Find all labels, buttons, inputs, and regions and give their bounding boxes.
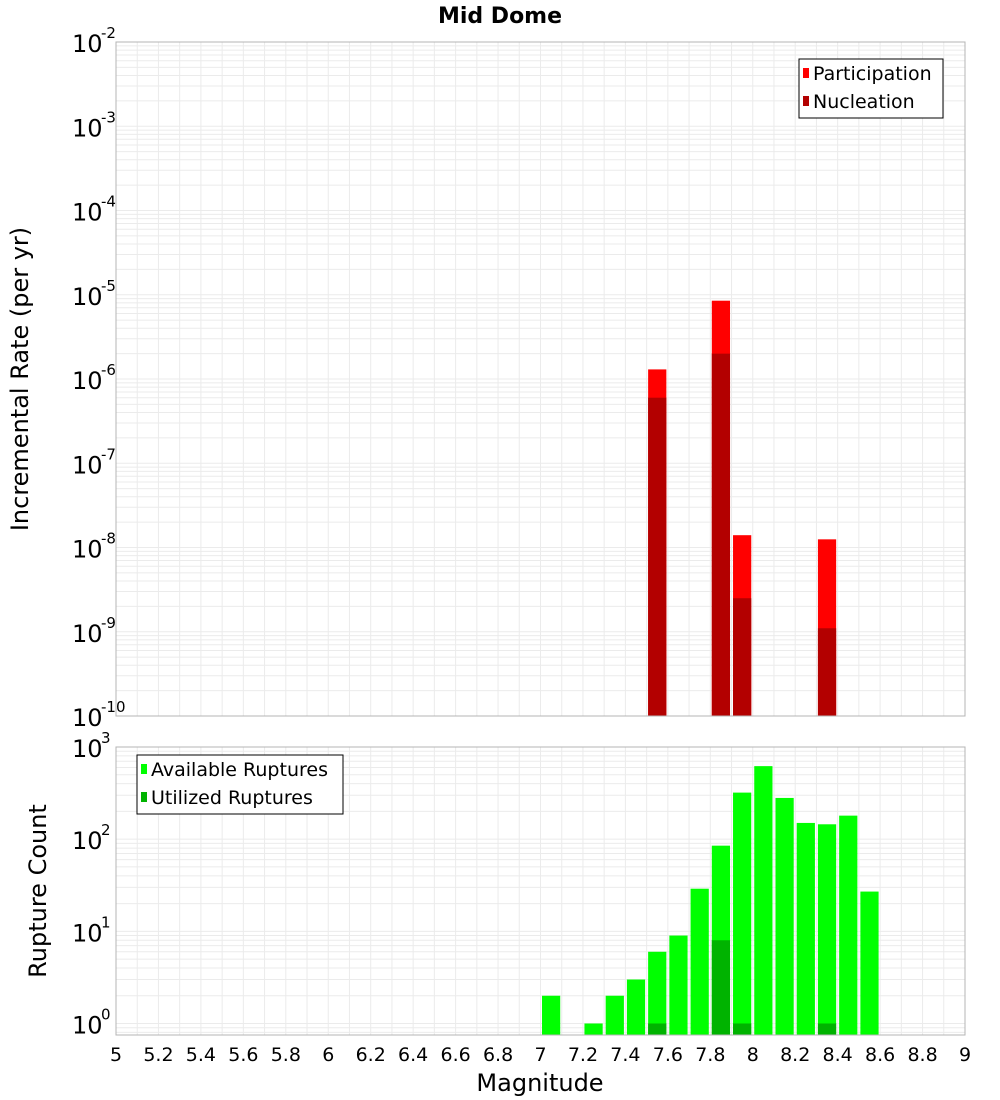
count-bar-available-ruptures	[584, 1023, 603, 1035]
legend-label: Nucleation	[813, 91, 915, 113]
rate-y-tick-label: 10	[72, 620, 103, 648]
count-bar-available-ruptures	[626, 979, 646, 1035]
x-tick-label: 8.2	[780, 1044, 810, 1066]
legend-swatch	[141, 764, 147, 774]
rate-bar-nucleation	[711, 353, 731, 716]
rate-y-tick-label: 10	[72, 451, 103, 479]
count-y-tick-label: 10	[72, 919, 103, 947]
rate-y-tick-exponent: -5	[101, 277, 116, 295]
rate-y-tick-label: 10	[72, 367, 103, 395]
count-bar-utilized-ruptures	[817, 1023, 837, 1035]
rate-legend: Participation Nucleation	[798, 58, 944, 119]
rate-y-tick-exponent: -8	[101, 530, 116, 548]
rate-bar-nucleation	[817, 628, 837, 716]
legend-swatch	[803, 96, 809, 106]
rate-y-tick-label: 10	[72, 30, 103, 58]
count-bar-available-ruptures	[648, 951, 667, 1035]
rate-y-axis-label: Incremental Rate (per yr)	[6, 227, 34, 531]
count-y-axis-label: Rupture Count	[24, 804, 52, 978]
count-legend: Available Ruptures Utilized Ruptures	[136, 754, 344, 815]
x-tick-label: 8.8	[907, 1044, 937, 1066]
count-y-tick-label: 10	[72, 1011, 103, 1039]
x-tick-label: 7.8	[695, 1044, 725, 1066]
count-bar-available-ruptures	[839, 815, 858, 1035]
count-bar-utilized-ruptures	[648, 1023, 667, 1035]
count-y-tick-label: 10	[72, 735, 103, 763]
x-tick-label: 5	[110, 1044, 122, 1066]
x-tick-label: 7	[534, 1044, 546, 1066]
rate-y-tick-exponent: -7	[101, 445, 116, 463]
count-bar-available-ruptures	[860, 891, 879, 1035]
count-bar-available-ruptures	[775, 797, 794, 1035]
count-bar-utilized-ruptures	[711, 940, 731, 1035]
x-tick-label: 6.4	[398, 1044, 428, 1066]
rate-y-tick-label: 10	[72, 704, 103, 732]
count-y-tick-exponent: 0	[101, 1005, 111, 1023]
count-bar-available-ruptures	[605, 995, 624, 1035]
legend-label: Participation	[813, 63, 932, 85]
x-tick-label: 7.2	[568, 1044, 598, 1066]
rate-plot-frame	[115, 41, 966, 717]
rate-y-tick-label: 10	[72, 536, 103, 564]
count-bar-available-ruptures	[690, 888, 709, 1035]
x-tick-label: 6	[322, 1044, 334, 1066]
rate-panel: 10-210-310-410-510-610-710-810-910-10Inc…	[6, 4, 966, 732]
count-bar-utilized-ruptures	[733, 1023, 752, 1035]
rate-y-tick-exponent: -2	[101, 24, 116, 42]
chart-title: Mid Dome	[438, 4, 562, 29]
count-y-tick-exponent: 1	[101, 913, 111, 931]
x-tick-label: 5.2	[143, 1044, 173, 1066]
x-tick-label: 6.2	[356, 1044, 386, 1066]
x-tick-label: 7.6	[653, 1044, 683, 1066]
rate-bar-nucleation	[648, 397, 667, 716]
x-tick-label: 5.6	[228, 1044, 258, 1066]
count-bar-available-ruptures	[754, 766, 773, 1035]
x-axis-label: Magnitude	[476, 1069, 603, 1097]
count-y-tick-exponent: 3	[101, 729, 111, 747]
rate-y-tick-exponent: -9	[101, 614, 116, 632]
legend-swatch	[141, 792, 147, 802]
rate-bar-nucleation	[733, 598, 752, 716]
rate-y-tick-label: 10	[72, 283, 103, 311]
count-bar-available-ruptures	[796, 822, 815, 1035]
x-tick-label: 9	[959, 1044, 971, 1066]
x-tick-label: 5.4	[186, 1044, 216, 1066]
count-bar-available-ruptures	[542, 995, 561, 1035]
count-bar-available-ruptures	[733, 792, 752, 1035]
x-tick-label: 6.8	[483, 1044, 513, 1066]
rate-y-tick-exponent: -10	[101, 698, 126, 716]
rate-y-tick-exponent: -4	[101, 193, 116, 211]
legend-swatch	[803, 68, 809, 78]
rate-y-tick-exponent: -3	[101, 108, 116, 126]
count-bar-available-ruptures	[817, 824, 837, 1035]
x-tick-label: 6.6	[440, 1044, 470, 1066]
x-tick-label: 5.8	[271, 1044, 301, 1066]
x-tick-label: 8.6	[865, 1044, 895, 1066]
count-bar-available-ruptures	[669, 935, 688, 1035]
x-tick-label: 8	[747, 1044, 759, 1066]
rate-y-tick-exponent: -6	[101, 361, 116, 379]
x-tick-label: 8.4	[823, 1044, 853, 1066]
rate-y-tick-label: 10	[72, 114, 103, 142]
count-y-tick-label: 10	[72, 827, 103, 855]
count-plot-frame	[115, 746, 966, 1036]
x-tick-label: 7.4	[610, 1044, 640, 1066]
count-y-tick-exponent: 2	[101, 821, 111, 839]
legend-box	[136, 754, 344, 815]
legend-box	[798, 58, 944, 119]
legend-label: Utilized Ruptures	[151, 787, 313, 809]
legend-label: Available Ruptures	[151, 759, 328, 781]
rate-y-tick-label: 10	[72, 199, 103, 227]
